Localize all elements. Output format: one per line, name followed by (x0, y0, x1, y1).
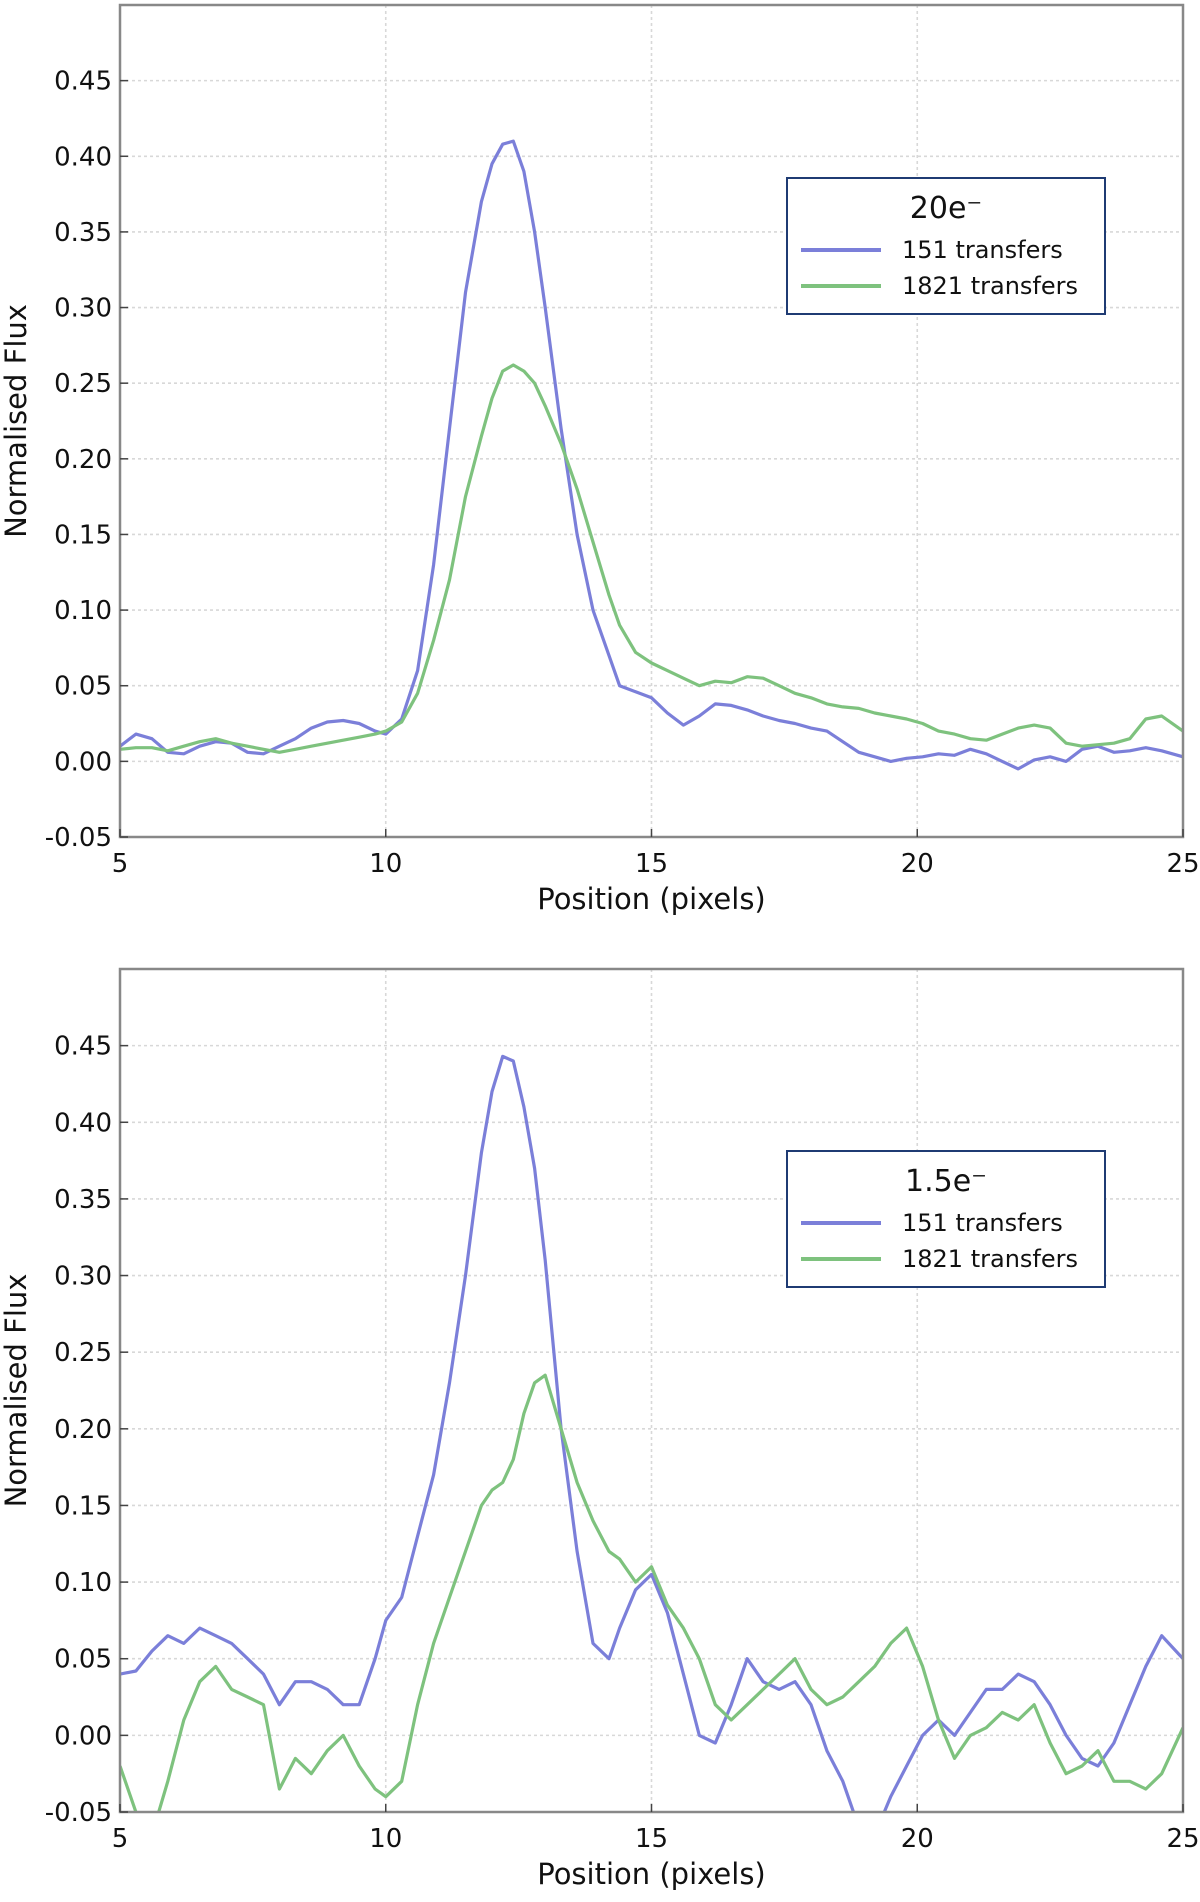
y-axis-label: Normalised Flux (0, 304, 33, 538)
x-axis-label: Position (pixels) (537, 882, 766, 916)
flux-chart-20e: -0.05 0.00 0.05 0.10 0.15 0.20 0.25 0.30 0.35 0.4… (0, 3, 1200, 916)
y-tick-label: -0.05 (45, 1798, 112, 1828)
legend-box (786, 177, 1106, 315)
x-tick-label: 20 (901, 849, 934, 879)
legend: 20e⁻ 151 transfers 1821 transfers (786, 177, 1106, 315)
series-group (120, 139, 1183, 771)
series-line-1821-transfers (120, 1373, 1183, 1812)
y-tick-label: 0.10 (54, 596, 112, 626)
legend-label-151-transfers: 151 transfers (902, 1209, 1063, 1237)
series-group (120, 1054, 1183, 1812)
x-tick-label: 10 (369, 1824, 402, 1854)
legend: 1.5e⁻ 151 transfers 1821 transfers (786, 1150, 1106, 1288)
y-tick-label: 0.35 (54, 1185, 112, 1215)
y-tick-label: 0.30 (54, 1262, 112, 1292)
legend-box (786, 1150, 1106, 1288)
y-axis-label: Normalised Flux (0, 1274, 33, 1508)
y-tick-label: 0.35 (54, 218, 112, 248)
x-axis-label: Position (pixels) (537, 1857, 766, 1891)
y-tick-label: 0.15 (54, 520, 112, 550)
chart-panel-20e: -0.05 0.00 0.05 0.10 0.15 0.20 0.25 0.30 0.35 0.4… (0, 0, 1200, 949)
y-tick-label: 0.00 (54, 1721, 112, 1751)
y-tick-label: 0.00 (54, 747, 112, 777)
y-tick-label: 0.25 (54, 369, 112, 399)
legend-title: 20e⁻ (910, 191, 982, 226)
legend-title: 1.5e⁻ (905, 1164, 987, 1199)
x-tick-label: 5 (112, 1824, 129, 1854)
flux-chart-1-5e: -0.05 0.00 0.05 0.10 0.15 0.20 0.25 0.30 0.35 0.4… (0, 967, 1200, 1891)
series-line-151-transfers (120, 1054, 1183, 1812)
x-tick-label: 25 (1166, 849, 1199, 879)
x-tick-label: 15 (635, 1824, 668, 1854)
x-tick-label: 15 (635, 849, 668, 879)
y-tick-label: 0.25 (54, 1338, 112, 1368)
gridlines (119, 5, 1184, 838)
x-tick-label: 25 (1166, 1824, 1199, 1854)
y-tick-label: 0.40 (54, 1108, 112, 1138)
y-tick-label: 0.45 (54, 67, 112, 97)
y-tick-label: -0.05 (45, 823, 112, 853)
y-tick-label: 0.05 (54, 1645, 112, 1675)
legend-label-1821-transfers: 1821 transfers (902, 272, 1078, 300)
y-tick-label: 0.20 (54, 445, 112, 475)
y-tick-label: 0.15 (54, 1491, 112, 1521)
legend-label-1821-transfers: 1821 transfers (902, 1245, 1078, 1273)
y-tick-label: 0.20 (54, 1415, 112, 1445)
y-tick-label: 0.40 (54, 142, 112, 172)
series-line-1821-transfers (120, 363, 1183, 754)
legend-label-151-transfers: 151 transfers (902, 236, 1063, 264)
x-tick-label: 20 (901, 1824, 934, 1854)
y-tick-label: 0.45 (54, 1032, 112, 1062)
gridlines (119, 969, 1184, 1813)
y-tick-label: 0.05 (54, 672, 112, 702)
x-tick-label: 5 (112, 849, 129, 879)
y-tick-label: 0.10 (54, 1568, 112, 1598)
chart-panel-1-5e: -0.05 0.00 0.05 0.10 0.15 0.20 0.25 0.30 0.35 0.4… (0, 949, 1200, 1898)
x-tick-label: 10 (369, 849, 402, 879)
y-tick-label: 0.30 (54, 294, 112, 324)
series-line-151-transfers (120, 139, 1183, 771)
